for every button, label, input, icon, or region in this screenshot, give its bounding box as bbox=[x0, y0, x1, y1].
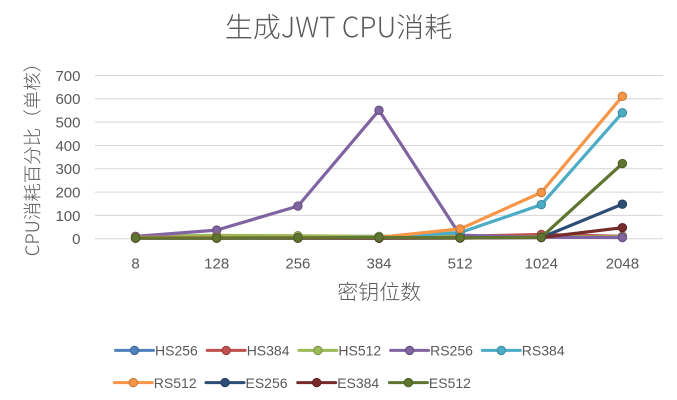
svg-text:RS384: RS384 bbox=[522, 343, 565, 359]
svg-text:256: 256 bbox=[285, 256, 310, 273]
svg-text:ES256: ES256 bbox=[246, 375, 288, 391]
svg-text:300: 300 bbox=[55, 161, 80, 178]
svg-text:HS512: HS512 bbox=[338, 343, 381, 359]
svg-text:600: 600 bbox=[55, 91, 80, 108]
svg-text:ES384: ES384 bbox=[337, 375, 379, 391]
svg-text:1024: 1024 bbox=[525, 256, 558, 273]
svg-text:384: 384 bbox=[366, 256, 391, 273]
svg-text:128: 128 bbox=[204, 256, 229, 273]
svg-text:RS256: RS256 bbox=[430, 343, 473, 359]
svg-text:400: 400 bbox=[55, 138, 80, 155]
svg-text:2048: 2048 bbox=[606, 256, 639, 273]
svg-text:512: 512 bbox=[448, 256, 473, 273]
svg-text:HS384: HS384 bbox=[247, 343, 290, 359]
svg-text:RS512: RS512 bbox=[154, 375, 197, 391]
svg-text:100: 100 bbox=[55, 208, 80, 225]
svg-text:ES512: ES512 bbox=[429, 375, 471, 391]
svg-text:8: 8 bbox=[131, 256, 139, 273]
svg-text:200: 200 bbox=[55, 185, 80, 202]
svg-text:700: 700 bbox=[55, 68, 80, 85]
svg-text:0: 0 bbox=[72, 231, 80, 248]
svg-text:500: 500 bbox=[55, 115, 80, 132]
svg-text:HS256: HS256 bbox=[155, 343, 198, 359]
